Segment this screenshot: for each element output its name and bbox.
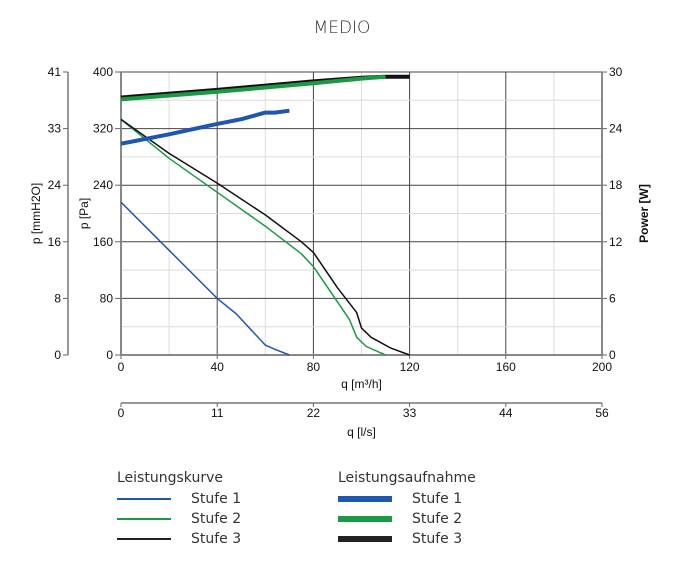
legend-item: Stufe 2 xyxy=(338,509,476,529)
svg-text:q [l/s]: q [l/s] xyxy=(347,425,376,439)
series-line xyxy=(120,108,290,146)
chart-title: MEDIO xyxy=(313,18,371,38)
series-line xyxy=(120,201,290,356)
legend-label: Stufe 1 xyxy=(412,491,463,507)
svg-text:16: 16 xyxy=(48,235,62,249)
svg-text:8: 8 xyxy=(54,291,61,305)
legend-line-swatch xyxy=(338,536,392,542)
svg-text:p [Pa]: p [Pa] xyxy=(77,198,91,229)
legend-line-swatch xyxy=(338,516,392,522)
svg-text:240: 240 xyxy=(93,178,113,192)
svg-text:41: 41 xyxy=(48,65,62,79)
svg-text:22: 22 xyxy=(307,406,321,420)
legend-label: Stufe 2 xyxy=(412,511,463,527)
svg-text:40: 40 xyxy=(211,360,225,374)
svg-text:30: 30 xyxy=(609,65,623,79)
chart-plot: 0 80 160 240 320 400 0 8 16 24 33 41 0 6 12 18 24 30 0 40 80… xyxy=(29,65,651,439)
svg-text:18: 18 xyxy=(609,178,623,192)
svg-text:400: 400 xyxy=(93,65,113,79)
svg-text:12: 12 xyxy=(609,235,623,249)
svg-text:24: 24 xyxy=(609,122,623,136)
svg-text:0: 0 xyxy=(106,348,113,362)
svg-text:56: 56 xyxy=(595,406,609,420)
svg-text:80: 80 xyxy=(307,360,321,374)
legend-line-swatch xyxy=(117,538,171,540)
svg-text:q [m³/h]: q [m³/h] xyxy=(341,377,382,391)
svg-text:Power [W]: Power [W] xyxy=(637,184,651,243)
legend-item: Stufe 3 xyxy=(338,529,476,549)
svg-text:320: 320 xyxy=(93,122,113,136)
svg-text:6: 6 xyxy=(609,291,616,305)
legend-label: Stufe 2 xyxy=(191,511,242,527)
svg-text:44: 44 xyxy=(499,406,513,420)
series-line xyxy=(120,118,410,356)
legend-item: Stufe 2 xyxy=(117,509,241,529)
svg-text:11: 11 xyxy=(211,406,224,420)
legend-leistungsaufnahme: Leistungsaufnahme Stufe 1 Stufe 2 Stufe … xyxy=(338,470,476,549)
legend-line-swatch xyxy=(117,518,171,520)
svg-text:0: 0 xyxy=(118,360,125,374)
legend-title: Leistungskurve xyxy=(117,470,223,486)
legend-line-swatch xyxy=(338,496,392,502)
legend-item: Stufe 1 xyxy=(338,489,476,509)
svg-text:p [mmH2O]: p [mmH2O] xyxy=(29,183,43,244)
svg-text:160: 160 xyxy=(93,235,113,249)
svg-text:33: 33 xyxy=(48,122,62,136)
svg-text:200: 200 xyxy=(592,360,612,374)
svg-text:0: 0 xyxy=(609,348,616,362)
legend-label: Stufe 3 xyxy=(191,531,242,547)
legend-line-swatch xyxy=(117,498,171,500)
svg-text:80: 80 xyxy=(100,291,114,305)
svg-text:0: 0 xyxy=(118,406,125,420)
svg-text:160: 160 xyxy=(496,360,516,374)
svg-text:0: 0 xyxy=(54,348,61,362)
legend-item: Stufe 1 xyxy=(117,489,241,509)
svg-text:24: 24 xyxy=(48,178,62,192)
svg-text:33: 33 xyxy=(403,406,417,420)
series-line xyxy=(120,74,386,102)
series-line xyxy=(120,118,386,356)
legend-label: Stufe 1 xyxy=(191,491,242,507)
legend-label: Stufe 3 xyxy=(412,531,463,547)
svg-text:120: 120 xyxy=(400,360,420,374)
legend-title: Leistungsaufnahme xyxy=(338,470,476,486)
legend-item: Stufe 3 xyxy=(117,529,241,549)
legend-leistungskurve: Leistungskurve Stufe 1 Stufe 2 Stufe 3 xyxy=(117,470,241,549)
